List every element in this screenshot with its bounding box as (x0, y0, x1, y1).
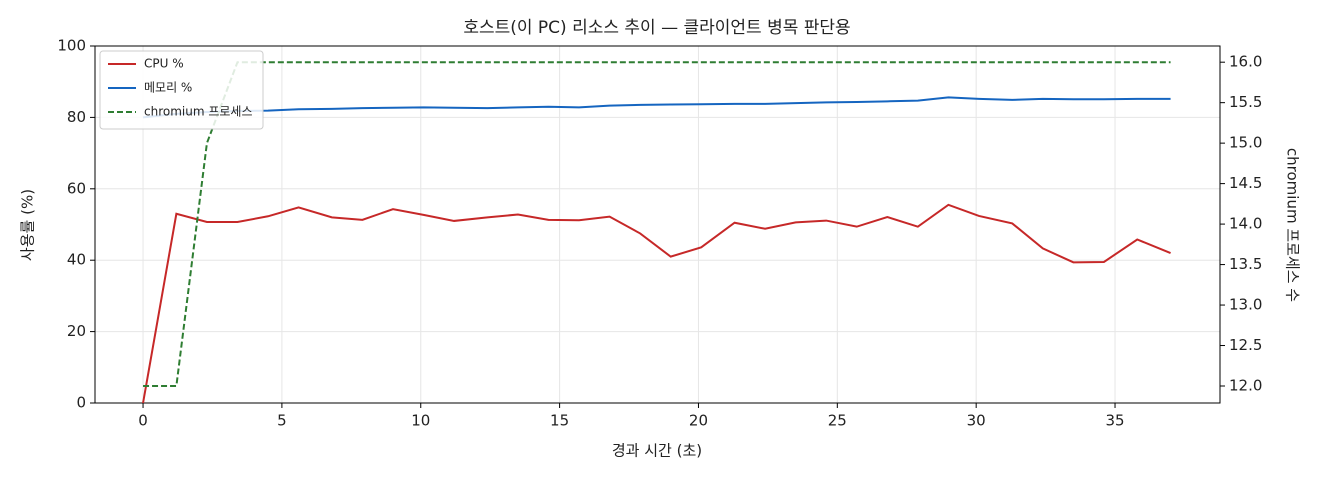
legend-label: CPU % (144, 57, 184, 71)
y2-tick-label: 12.5 (1229, 336, 1262, 354)
y-axis-label: 사용률 (%) (19, 189, 37, 261)
y2-tick-label: 16.0 (1229, 53, 1262, 71)
y2-tick-label: 14.5 (1229, 174, 1262, 192)
y-tick-label: 60 (67, 179, 86, 197)
x-tick-label: 30 (967, 412, 986, 430)
y-tick-label: 100 (57, 37, 86, 55)
y-tick-label: 40 (67, 251, 86, 269)
x-axis-label: 경과 시간 (초) (612, 442, 702, 460)
x-tick-label: 35 (1105, 412, 1124, 430)
y-tick-label: 20 (67, 322, 86, 340)
plot-frame (94, 45, 1221, 404)
x-tick-label: 10 (411, 412, 430, 430)
line-series (142, 203, 1171, 404)
y2-tick-label: 13.0 (1229, 296, 1262, 314)
x-tick-label: 0 (138, 412, 148, 430)
chart-title: 호스트(이 PC) 리소스 추이 — 클라이언트 병목 판단용 (463, 18, 850, 38)
y2-tick-label: 13.5 (1229, 255, 1262, 273)
y2-tick-label: 12.0 (1229, 377, 1262, 395)
y-tick-label: 80 (67, 108, 86, 126)
legend-box (99, 50, 264, 130)
y2-tick-label: 15.0 (1229, 134, 1262, 152)
line-series (142, 96, 1171, 119)
x-tick-label: 25 (828, 412, 847, 430)
y2-axis-label: chromium 프로세스 수 (1284, 148, 1302, 302)
x-tick-label: 15 (550, 412, 569, 430)
legend-label: 메모리 % (144, 81, 192, 95)
y2-tick-label: 14.0 (1229, 215, 1262, 233)
legend-label: chromium 프로세스 (144, 105, 253, 119)
y-tick-label: 0 (76, 394, 86, 412)
x-tick-label: 5 (277, 412, 287, 430)
y2-tick-label: 15.5 (1229, 93, 1262, 111)
line-series (143, 61, 1171, 387)
x-tick-label: 20 (689, 412, 708, 430)
